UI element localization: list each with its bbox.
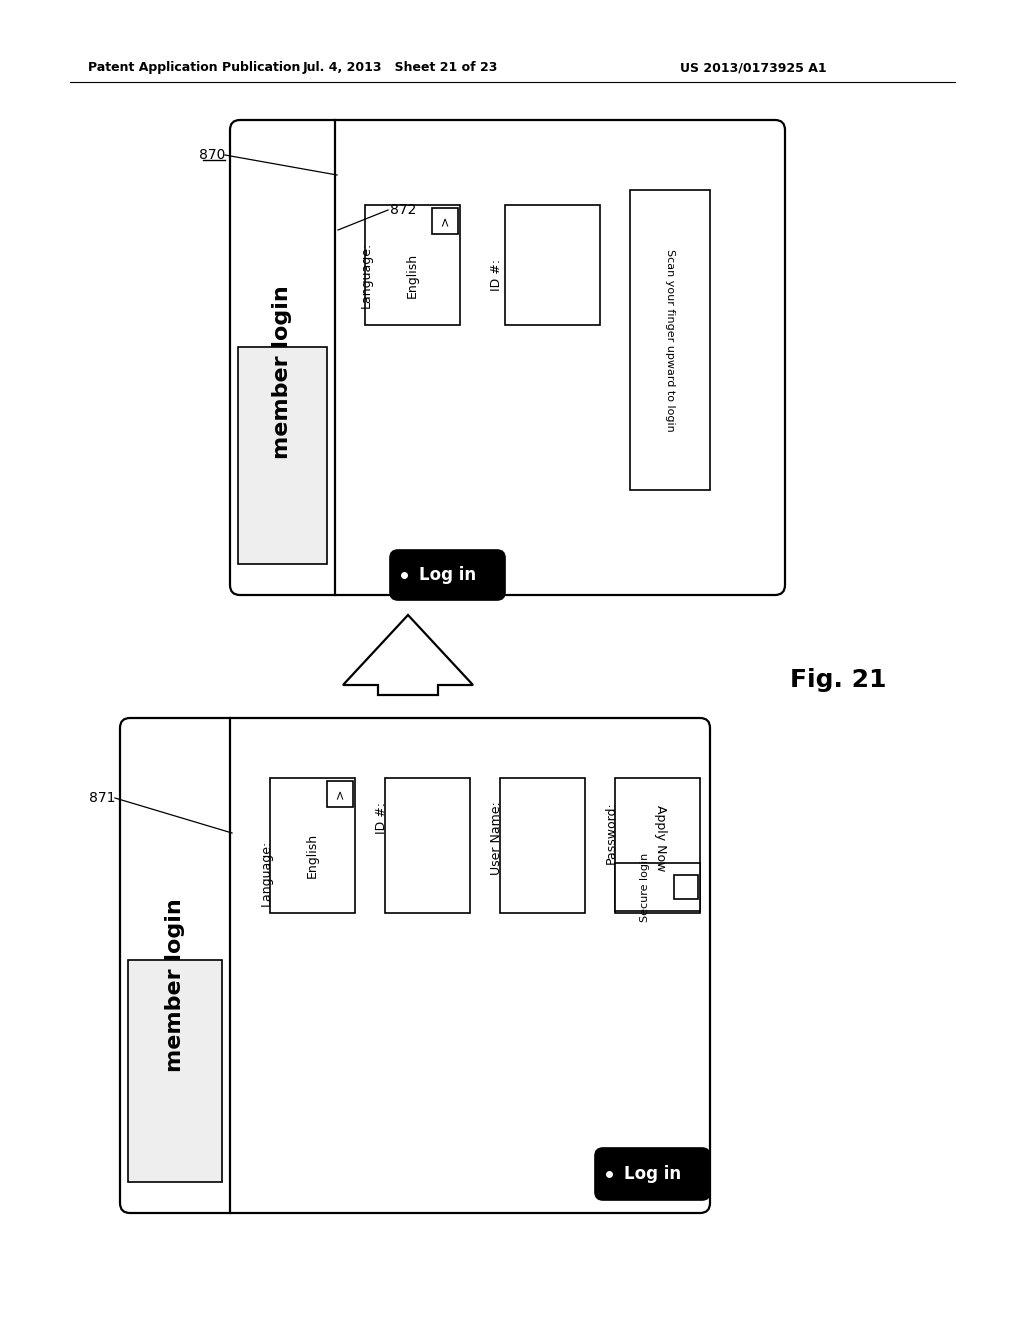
Bar: [500, 777, 585, 913]
Text: >: >: [438, 215, 452, 226]
Text: Log in: Log in: [624, 1166, 681, 1183]
Polygon shape: [343, 615, 473, 696]
Text: Language:: Language:: [360, 242, 373, 308]
Text: Password:: Password:: [605, 801, 618, 865]
Text: User Name:: User Name:: [490, 801, 503, 875]
Text: 871: 871: [88, 791, 115, 805]
Text: member login: member login: [165, 899, 185, 1072]
Text: >: >: [681, 882, 691, 891]
Text: ID #:: ID #:: [490, 259, 503, 290]
FancyBboxPatch shape: [595, 1148, 710, 1200]
Text: 870: 870: [199, 148, 225, 162]
Bar: [238, 347, 327, 564]
Bar: [615, 863, 700, 911]
Text: English: English: [306, 833, 319, 878]
Text: Apply Now: Apply Now: [653, 805, 667, 871]
Text: Language:: Language:: [260, 840, 273, 906]
Text: ID #:: ID #:: [375, 803, 388, 834]
FancyBboxPatch shape: [230, 120, 785, 595]
Text: member login: member login: [272, 285, 293, 459]
Bar: [327, 781, 353, 807]
FancyBboxPatch shape: [120, 718, 710, 1213]
Text: Patent Application Publication: Patent Application Publication: [88, 62, 300, 74]
Bar: [365, 205, 460, 325]
Text: 872: 872: [390, 203, 417, 216]
Bar: [615, 777, 700, 913]
Bar: [385, 777, 470, 913]
Bar: [128, 960, 222, 1181]
Text: Secure login: Secure login: [640, 853, 650, 921]
Text: Scan your finger upward to login: Scan your finger upward to login: [665, 248, 675, 432]
Text: >: >: [334, 789, 346, 799]
Bar: [270, 777, 355, 913]
Text: English: English: [406, 252, 419, 297]
Text: Jul. 4, 2013   Sheet 21 of 23: Jul. 4, 2013 Sheet 21 of 23: [302, 62, 498, 74]
Bar: [630, 190, 710, 490]
Text: US 2013/0173925 A1: US 2013/0173925 A1: [680, 62, 826, 74]
Text: Fig. 21: Fig. 21: [790, 668, 887, 692]
Text: Log in: Log in: [419, 566, 476, 583]
Bar: [432, 209, 458, 234]
Bar: [674, 875, 698, 899]
Bar: [505, 205, 600, 325]
FancyBboxPatch shape: [390, 550, 505, 601]
